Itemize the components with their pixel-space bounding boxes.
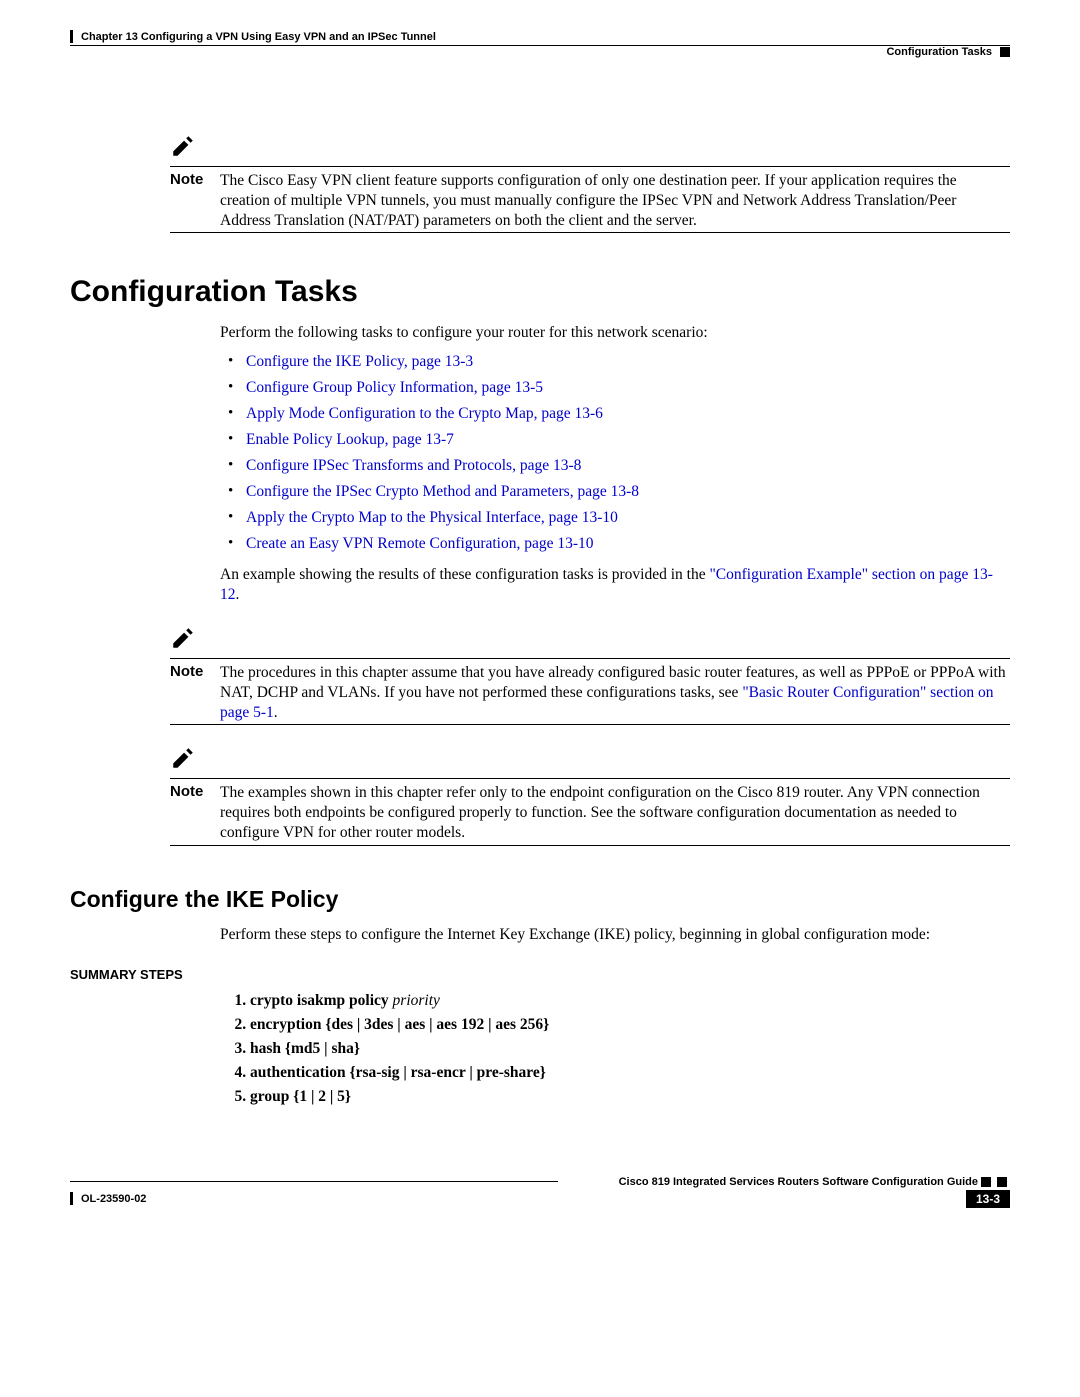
note-pencil-icon — [170, 759, 196, 775]
header-chapter: Chapter 13 Configuring a VPN Using Easy … — [81, 31, 436, 43]
note-text: The procedures in this chapter assume th… — [220, 663, 1010, 722]
link-configure-ipsec-crypto[interactable]: Configure the IPSec Crypto Method and Pa… — [246, 483, 639, 500]
step-4: authentication {rsa-sig | rsa-encr | pre… — [250, 1064, 1010, 1082]
summary-steps-label: SUMMARY STEPS — [70, 967, 1010, 982]
note-text: The Cisco Easy VPN client feature suppor… — [220, 171, 1010, 230]
header-chapter-row: Chapter 13 Configuring a VPN Using Easy … — [70, 30, 1010, 43]
task-link-item: Configure the IPSec Crypto Method and Pa… — [220, 483, 1010, 501]
note-rule-top — [170, 166, 1010, 167]
footer-left: OL-23590-02 — [70, 1192, 146, 1205]
task-link-item: Configure Group Policy Information, page… — [220, 379, 1010, 397]
note-pencil-icon — [170, 147, 196, 163]
header-section-row: Configuration Tasks — [70, 46, 1010, 58]
step-1: crypto isakmp policy priority — [250, 992, 1010, 1010]
note2-post: . — [274, 704, 278, 721]
heading-configure-ike-policy: Configure the IKE Policy — [70, 886, 1010, 913]
footer-rule: Cisco 819 Integrated Services Routers So… — [70, 1176, 1010, 1188]
note-label: Note — [170, 663, 220, 680]
footer-square-icon — [997, 1177, 1007, 1187]
summary-steps-list: crypto isakmp policy priority encryption… — [220, 992, 1010, 1106]
step-5: group {1 | 2 | 5} — [250, 1088, 1010, 1106]
example-post: . — [236, 586, 240, 603]
intro-paragraph: Perform the following tasks to configure… — [220, 323, 1010, 343]
step-3: hash {md5 | sha} — [250, 1040, 1010, 1058]
note-pencil-icon — [170, 639, 196, 655]
note-rule-bottom — [170, 845, 1010, 846]
task-link-item: Apply Mode Configuration to the Crypto M… — [220, 405, 1010, 423]
ike-intro: Perform these steps to configure the Int… — [220, 925, 1010, 945]
task-link-item: Enable Policy Lookup, page 13-7 — [220, 431, 1010, 449]
body-content: Perform the following tasks to configure… — [220, 323, 1010, 604]
note-block-2: Note The procedures in this chapter assu… — [170, 625, 1010, 725]
note-rule-top — [170, 778, 1010, 779]
link-enable-policy-lookup[interactable]: Enable Policy Lookup, page 13-7 — [246, 431, 454, 448]
link-configure-ike[interactable]: Configure the IKE Policy, page 13-3 — [246, 353, 473, 370]
note-rule-top — [170, 658, 1010, 659]
note-label: Note — [170, 171, 220, 188]
heading-configuration-tasks: Configuration Tasks — [70, 275, 1010, 309]
link-configure-ipsec-transforms[interactable]: Configure IPSec Transforms and Protocols… — [246, 457, 581, 474]
header-section: Configuration Tasks — [886, 46, 992, 58]
task-link-item: Apply the Crypto Map to the Physical Int… — [220, 509, 1010, 527]
example-pre: An example showing the results of these … — [220, 566, 709, 583]
footer-guide: Cisco 819 Integrated Services Routers So… — [558, 1176, 978, 1188]
note-block-3: Note The examples shown in this chapter … — [170, 745, 1010, 845]
link-configure-group-policy[interactable]: Configure Group Policy Information, page… — [246, 379, 543, 396]
step-2: encryption {des | 3des | aes | aes 192 |… — [250, 1016, 1010, 1034]
note-rule-bottom — [170, 232, 1010, 233]
note-block-1: Note The Cisco Easy VPN client feature s… — [170, 133, 1010, 233]
task-link-item: Create an Easy VPN Remote Configuration,… — [220, 535, 1010, 553]
note-label: Note — [170, 783, 220, 800]
footer-bar-icon — [70, 1192, 73, 1205]
footer-square-icon — [981, 1177, 991, 1187]
task-list: Configure the IKE Policy, page 13-3 Conf… — [220, 353, 1010, 553]
header-bar-icon — [70, 30, 73, 43]
page-header: Chapter 13 Configuring a VPN Using Easy … — [70, 30, 1010, 58]
footer-pagenum: 13-3 — [966, 1190, 1010, 1208]
link-create-easy-vpn[interactable]: Create an Easy VPN Remote Configuration,… — [246, 535, 594, 552]
header-square-icon — [1000, 47, 1010, 57]
page-footer: Cisco 819 Integrated Services Routers So… — [70, 1176, 1010, 1208]
task-link-item: Configure IPSec Transforms and Protocols… — [220, 457, 1010, 475]
step1-cmd: crypto isakmp policy — [250, 992, 393, 1009]
example-paragraph: An example showing the results of these … — [220, 565, 1010, 605]
task-link-item: Configure the IKE Policy, page 13-3 — [220, 353, 1010, 371]
note-rule-bottom — [170, 724, 1010, 725]
note-text: The examples shown in this chapter refer… — [220, 783, 1010, 842]
page: Chapter 13 Configuring a VPN Using Easy … — [0, 0, 1080, 1238]
link-apply-crypto-map[interactable]: Apply the Crypto Map to the Physical Int… — [246, 509, 618, 526]
step1-arg: priority — [393, 992, 440, 1009]
footer-docnum: OL-23590-02 — [81, 1193, 146, 1205]
link-apply-mode-config[interactable]: Apply Mode Configuration to the Crypto M… — [246, 405, 603, 422]
